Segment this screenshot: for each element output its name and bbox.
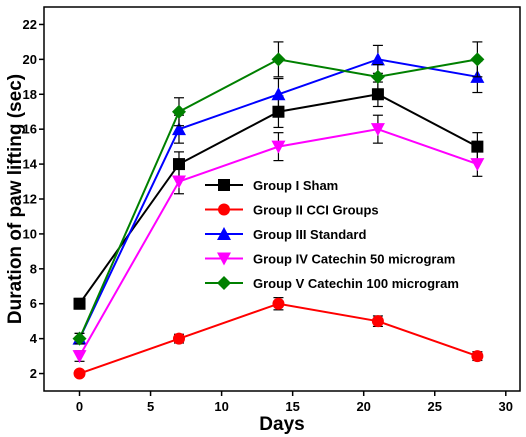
series-2 — [73, 297, 484, 380]
data-point — [271, 52, 286, 67]
x-tick-label: 10 — [214, 399, 228, 414]
legend-label: Group III Standard — [253, 227, 366, 242]
series-5 — [72, 41, 485, 346]
legend-item: Group II CCI Groups — [205, 203, 379, 218]
data-point — [371, 88, 384, 101]
legend-marker — [217, 276, 231, 290]
x-tick-label: 20 — [356, 399, 370, 414]
legend: Group I Sham Group II CCI Groups Group III… — [205, 178, 459, 291]
y-tick-label: 2 — [30, 366, 37, 381]
data-point — [370, 69, 385, 84]
data-point — [471, 350, 484, 363]
legend-marker — [217, 227, 231, 240]
x-tick-label: 15 — [285, 399, 299, 414]
data-point — [172, 158, 185, 171]
data-point — [73, 367, 86, 380]
y-tick-label: 14 — [23, 157, 38, 172]
data-point — [370, 123, 385, 137]
y-tick-label: 22 — [23, 17, 37, 32]
series-layer — [72, 41, 485, 380]
data-point — [72, 350, 87, 364]
legend-marker — [217, 252, 231, 266]
data-point — [272, 105, 285, 118]
y-tick-label: 12 — [23, 192, 37, 207]
y-tick-label: 18 — [23, 87, 37, 102]
y-tick-label: 6 — [30, 296, 37, 311]
legend-item: Group IV Catechin 50 microgram — [205, 252, 455, 267]
legend-item: Group I Sham — [205, 178, 338, 193]
x-tick-label: 0 — [76, 399, 83, 414]
series-1 — [73, 81, 484, 310]
data-point — [470, 52, 485, 67]
data-point — [271, 87, 286, 101]
data-point — [370, 52, 385, 66]
data-point — [72, 331, 87, 346]
y-tick-label: 4 — [30, 331, 38, 346]
data-point — [371, 315, 384, 328]
data-point — [271, 140, 286, 154]
data-point — [470, 158, 485, 172]
series-line — [79, 302, 478, 375]
data-point — [171, 122, 186, 136]
x-tick-label: 25 — [428, 399, 442, 414]
data-point — [172, 332, 185, 345]
y-axis-title: Duration of paw lifting (sec) — [5, 74, 26, 324]
data-point — [272, 297, 285, 310]
legend-marker — [218, 179, 230, 191]
y-tick-label: 20 — [23, 52, 37, 67]
axes: 0 5 10 15 20 25 30 2 4 6 8 10 12 14 16 18 20 22 — [23, 17, 513, 414]
y-tick-label: 8 — [30, 261, 37, 276]
legend-label: Group IV Catechin 50 microgram — [253, 252, 455, 267]
x-axis-title: Days — [259, 414, 304, 435]
legend-label: Group II CCI Groups — [253, 203, 379, 218]
legend-item: Group III Standard — [205, 227, 366, 242]
legend-marker — [218, 203, 230, 216]
series-4 — [72, 114, 485, 364]
x-tick-label: 30 — [499, 399, 513, 414]
legend-label: Group I Sham — [253, 178, 338, 193]
data-point — [171, 175, 186, 189]
legend-label: Group V Catechin 100 microgram — [253, 276, 459, 291]
x-tick-label: 5 — [147, 399, 154, 414]
y-tick-label: 16 — [23, 122, 37, 137]
data-point — [471, 140, 484, 153]
y-tick-label: 10 — [23, 226, 37, 241]
series-line — [78, 128, 478, 357]
data-point — [171, 104, 186, 119]
data-point — [73, 297, 86, 310]
legend-item: Group V Catechin 100 microgram — [205, 276, 459, 291]
